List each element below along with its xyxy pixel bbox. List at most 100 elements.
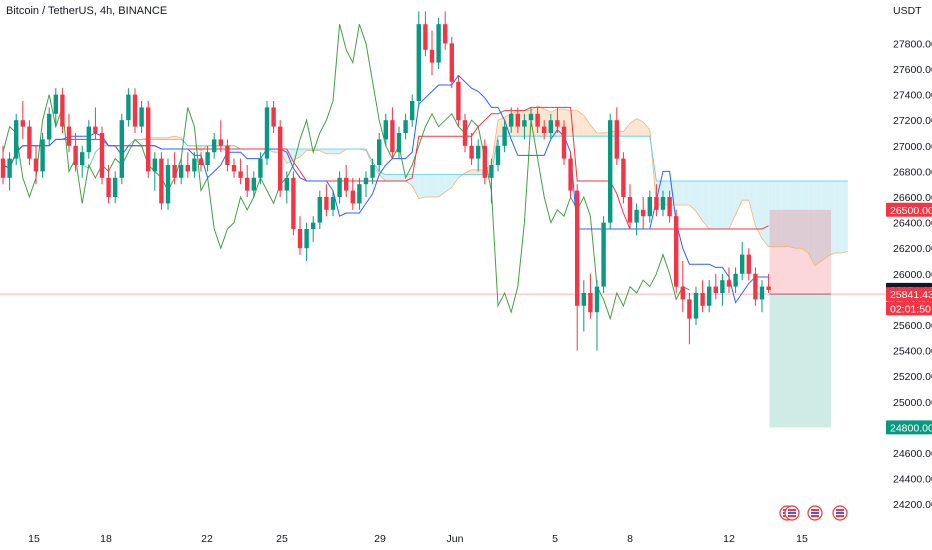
candle-body (561, 126, 567, 159)
candle-body (278, 126, 283, 191)
candle-body (707, 286, 712, 306)
cloud-segment (392, 174, 399, 181)
candle-body (185, 165, 190, 172)
candle-body (159, 158, 164, 204)
cloud-segment (682, 181, 690, 205)
candle-body (746, 254, 751, 274)
candle-body (627, 197, 633, 223)
candle-body (443, 24, 448, 44)
cloud-segment (471, 169, 479, 175)
y-tick-label: 26200.00 (893, 243, 932, 255)
candle-body (73, 145, 78, 165)
candle-body (337, 177, 342, 197)
us-flag-event-icon[interactable] (807, 505, 823, 521)
cloud-segment (828, 181, 835, 257)
cloud-segment (742, 181, 749, 201)
candle-body (179, 165, 184, 178)
candle-body (93, 126, 98, 133)
candle-body (40, 139, 45, 172)
y-tick-label: 24400.00 (893, 474, 932, 486)
candle-body (528, 113, 534, 121)
candle-body (634, 209, 639, 223)
price-axis[interactable]: USDT 24200.00 24400.00 24600.00 24800.00 250… (893, 5, 932, 511)
x-tick-label: 8 (627, 533, 633, 545)
cloud-segment (451, 174, 459, 188)
candle-body (588, 293, 593, 313)
candle-body (720, 280, 725, 293)
y-tick-label: 26600.00 (893, 192, 932, 204)
price-tag-label: 26500.00 (890, 205, 932, 217)
cloud-segment (722, 181, 729, 229)
cloud-segment (775, 181, 782, 247)
cloud-segment (438, 174, 446, 197)
cloud-segment (425, 174, 432, 197)
y-tick-label: 25000.00 (893, 397, 932, 409)
candle-body (396, 133, 402, 153)
candle-body (317, 197, 322, 223)
candle-body (311, 222, 316, 229)
candle-body (357, 184, 362, 204)
candle-body (284, 177, 289, 191)
cloud-segment (630, 118, 637, 137)
y-tick-label: 25200.00 (893, 371, 932, 383)
candle-body (291, 177, 296, 229)
x-tick-label: Jun (447, 533, 464, 545)
candle-body (66, 126, 72, 146)
candle-body (680, 286, 685, 300)
candle-body (621, 158, 626, 197)
candle-body (225, 145, 230, 165)
cloud-segment (814, 181, 822, 266)
cloud-segment (583, 115, 591, 137)
candle-body (80, 152, 85, 165)
candle-body (456, 81, 461, 121)
x-tick-label: 22 (201, 533, 213, 545)
candlesticks (0, 11, 771, 351)
candle-body (429, 49, 435, 63)
candle-body (53, 94, 58, 114)
candle-body (423, 24, 428, 50)
candle-body (390, 120, 395, 153)
cloud-segment (385, 174, 393, 181)
candle-body (568, 158, 573, 191)
candle-body (416, 24, 421, 102)
candle-body (535, 113, 540, 127)
y-tick-label: 25600.00 (893, 320, 932, 332)
cloud-segment (748, 181, 756, 226)
candle-body (581, 293, 586, 306)
us-flag-event-icon[interactable] (832, 505, 848, 521)
price-tag (886, 301, 932, 316)
y-tick-label: 26800.00 (893, 166, 932, 178)
time-axis[interactable]: 15 18 22 25 29 Jun 5 8 12 15 (28, 533, 808, 545)
x-tick-label: 18 (100, 533, 112, 545)
take-profit-zone (769, 294, 831, 428)
candle-body (363, 177, 369, 185)
candle-body (20, 120, 25, 127)
y-tick-label: 24200.00 (893, 499, 932, 511)
cloud-segment (399, 174, 406, 181)
candle-body (106, 177, 111, 197)
stop-loss-zone (769, 209, 831, 295)
cloud-segment (808, 181, 815, 266)
candle-body (139, 107, 144, 127)
y-tick-label: 25400.00 (893, 346, 932, 358)
cloud-segment (702, 181, 710, 229)
cloud-segment (577, 110, 584, 137)
short-position-tool[interactable] (0, 209, 885, 428)
cloud-segment (333, 149, 340, 154)
candle-body (502, 126, 507, 146)
candle-body (119, 120, 124, 178)
candle-body (641, 209, 646, 217)
candle-body (462, 120, 468, 146)
candle-body (693, 293, 699, 319)
cloud-segment (781, 181, 789, 247)
cloud-segment (821, 181, 828, 261)
cloud-segment (841, 181, 848, 253)
candle-body (251, 177, 256, 191)
us-flag-event-icon[interactable] (784, 505, 800, 521)
y-tick-label: 26000.00 (893, 269, 932, 281)
candle-body (60, 94, 65, 127)
candle-body (324, 197, 329, 210)
event-flags[interactable] (779, 505, 848, 521)
